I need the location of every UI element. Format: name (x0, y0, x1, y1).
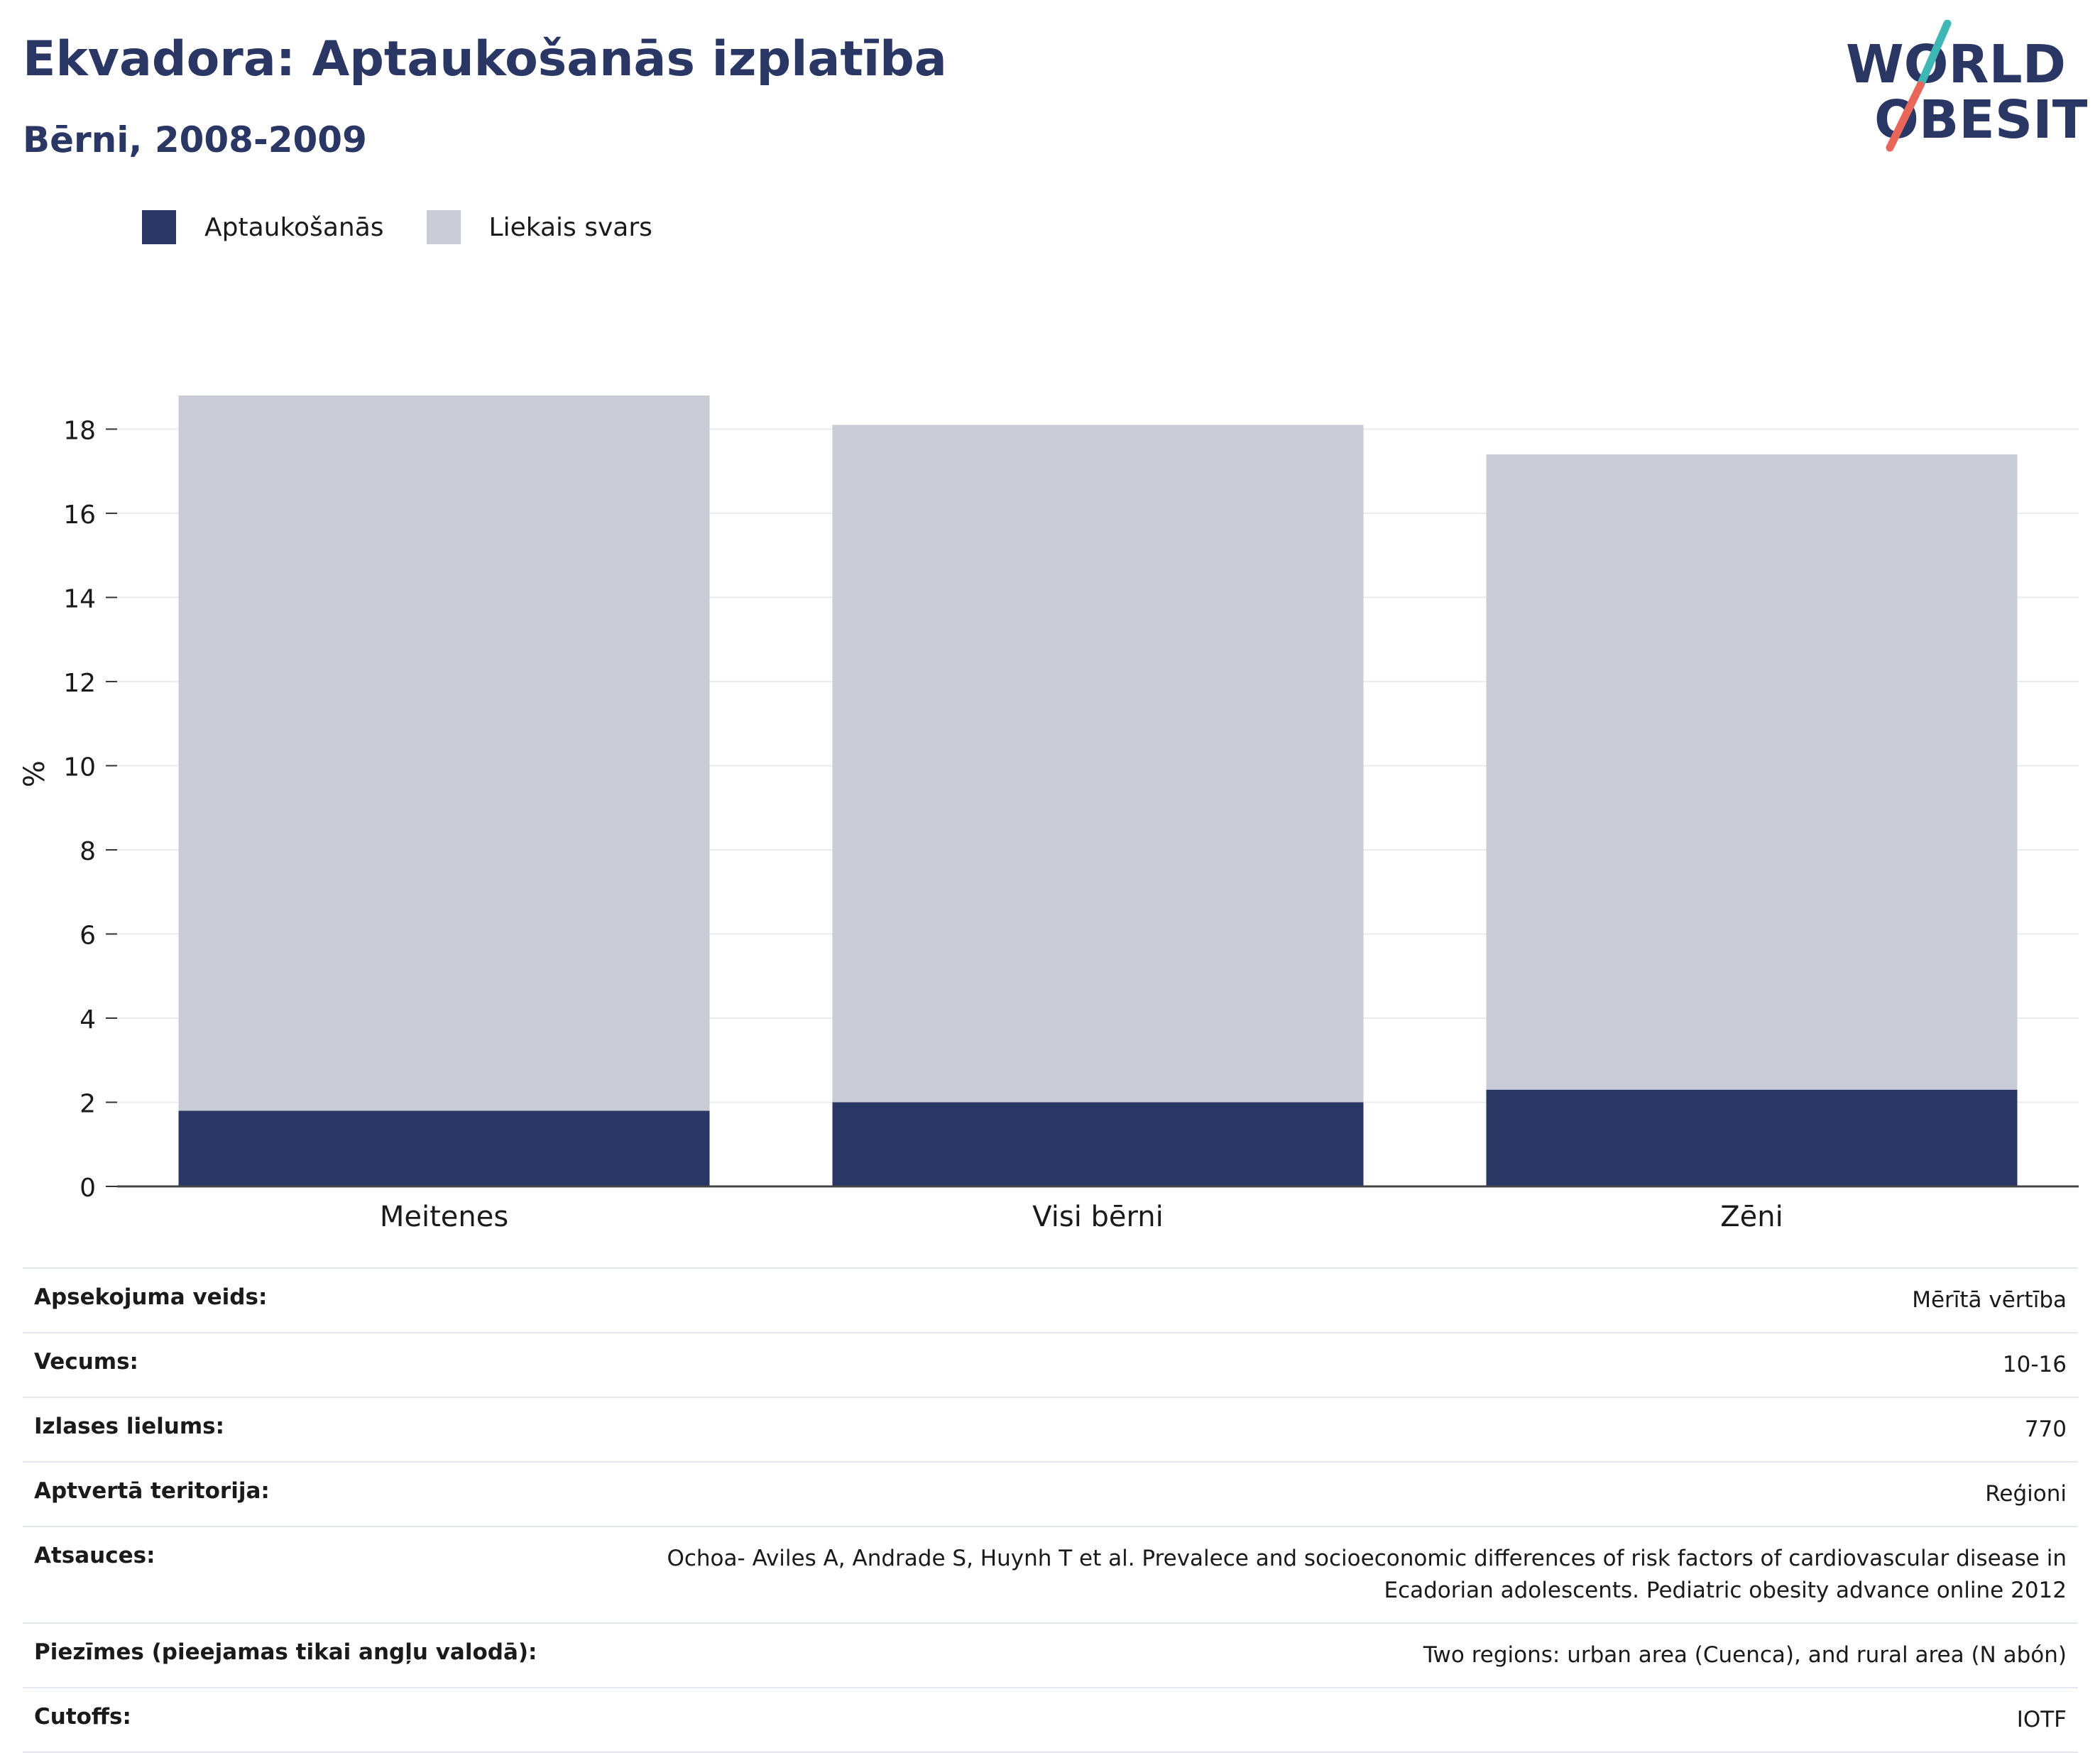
info-key: Vecums: (23, 1331, 613, 1397)
info-value-text: IOTF (2016, 1706, 2067, 1732)
logo-line1: WORLD (1846, 34, 2066, 95)
info-value-text-line2: Ecadorian adolescents. Pediatric obesity… (1384, 1577, 2067, 1603)
stacked-bar-chart: 0 2 4 6 8 10 12 14 16 18 Meitenes Visi bērni Zēni % (18, 395, 2079, 1233)
y-tick-label: 0 (80, 1174, 96, 1203)
chart-bars (178, 395, 2018, 1186)
info-value-text: Ochoa- Aviles A, Andrade S, Huynh T et a… (667, 1545, 2067, 1571)
info-row: Aptvertā teritorija: Reģioni (23, 1460, 2078, 1527)
info-key: Apsekojuma veids: (23, 1267, 613, 1333)
info-row: Vecums: 10-16 (23, 1331, 2078, 1397)
bar-obesity-2 (1486, 1089, 2018, 1186)
y-axis: 0 2 4 6 8 10 12 14 16 18 (63, 416, 117, 1203)
legend-label-obesity: Aptaukošanās (204, 212, 384, 242)
info-row: Izlases lielums: 770 (23, 1396, 2078, 1462)
info-key: Atsauces: (23, 1525, 613, 1623)
info-value: Mērītā vērtība (613, 1267, 2078, 1333)
y-tick-label: 4 (80, 1005, 96, 1034)
info-key: Aptvertā teritorija: (23, 1460, 613, 1527)
info-value-text: Reģioni (1985, 1480, 2067, 1507)
page-title: Ekvadora: Aptaukošanās izplatība (23, 31, 947, 87)
y-tick-label: 16 (63, 501, 96, 530)
y-tick-label: 6 (80, 921, 96, 950)
world-obesity-logo: WORLD OBESITY (1846, 20, 2087, 152)
info-value-text: 770 (2024, 1416, 2067, 1442)
y-axis-label: % (18, 760, 51, 787)
chart-legend: Aptaukošanās Liekais svars (142, 210, 695, 244)
bar-obesity-1 (832, 1102, 1364, 1186)
bar-overweight-2 (1486, 454, 2018, 1090)
info-value-text: Two regions: urban area (Cuenca), and ru… (1423, 1642, 2067, 1668)
y-tick-label: 18 (63, 416, 96, 445)
x-tick-label: Visi bērni (1032, 1201, 1163, 1233)
info-value: IOTF (613, 1686, 2078, 1753)
bar-overweight-0 (178, 395, 710, 1111)
info-value-text: Mērītā vērtība (1912, 1287, 2067, 1313)
info-key: Piezīmes (pieejamas tikai angļu valodā): (23, 1622, 613, 1688)
info-key: Izlases lielums: (23, 1396, 613, 1462)
info-value: Reģioni (613, 1460, 2078, 1527)
info-value: 770 (613, 1396, 2078, 1462)
logo-slash-teal (1916, 20, 1952, 89)
survey-info-table: Apsekojuma veids: Mērītā vērtība Vecums: 10… (23, 1267, 2078, 1753)
y-tick-label: 10 (63, 753, 96, 782)
x-tick-label: Zēni (1720, 1201, 1783, 1233)
bar-overweight-1 (832, 425, 1364, 1103)
y-tick-label: 8 (80, 837, 96, 866)
page-subtitle: Bērni, 2008-2009 (23, 119, 367, 160)
info-row: Piezīmes (pieejamas tikai angļu valodā):… (23, 1622, 2078, 1688)
bar-obesity-0 (178, 1110, 710, 1186)
info-key: Cutoffs: (23, 1686, 613, 1753)
y-tick-label: 2 (80, 1089, 96, 1118)
info-row: Apsekojuma veids: Mērītā vērtība (23, 1267, 2078, 1333)
info-value-text: 10-16 (2002, 1351, 2067, 1377)
x-tick-label: Meitenes (380, 1201, 508, 1233)
legend-swatch-obesity (142, 210, 176, 244)
legend-swatch-overweight (426, 210, 461, 244)
info-row: Atsauces: Ochoa- Aviles A, Andrade S, Huy… (23, 1525, 2078, 1623)
y-tick-label: 12 (63, 669, 96, 698)
info-value: 10-16 (613, 1331, 2078, 1397)
legend-label-overweight: Liekais svars (488, 212, 652, 242)
y-tick-label: 14 (63, 584, 96, 613)
info-value: Ochoa- Aviles A, Andrade S, Huynh T et a… (613, 1525, 2078, 1623)
x-axis: Meitenes Visi bērni Zēni (117, 1185, 2079, 1233)
info-value: Two regions: urban area (Cuenca), and ru… (613, 1622, 2078, 1688)
info-row: Cutoffs: IOTF (23, 1686, 2078, 1753)
logo-slash-red (1886, 81, 1925, 152)
